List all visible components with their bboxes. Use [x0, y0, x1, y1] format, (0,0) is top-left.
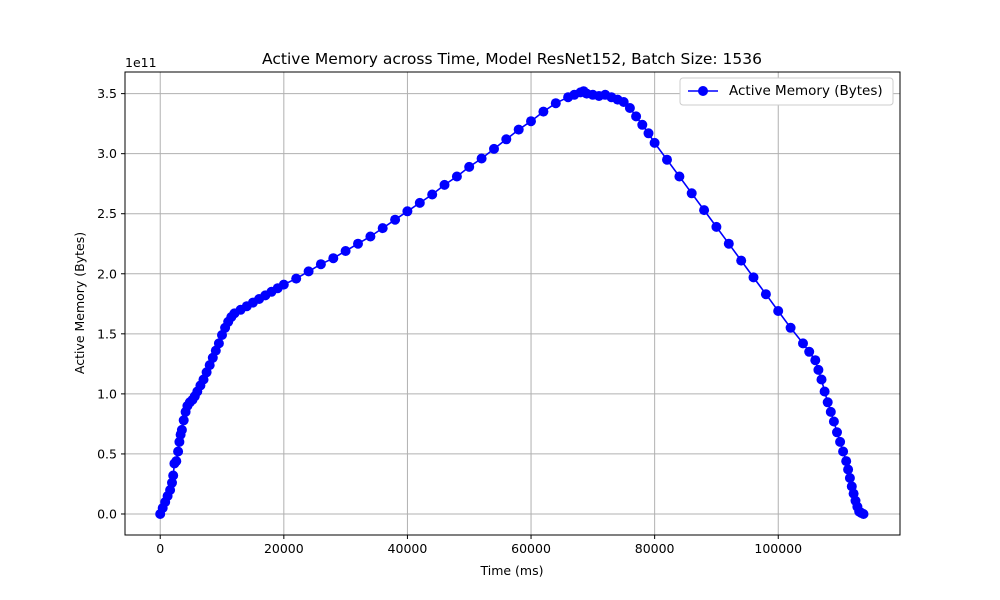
data-point — [173, 446, 184, 457]
data-point — [538, 106, 549, 117]
data-point — [377, 223, 388, 234]
data-point — [773, 306, 784, 316]
data-point — [736, 255, 747, 266]
data-point — [798, 338, 808, 349]
data-point — [822, 397, 833, 408]
x-tick-label: 40000 — [388, 541, 428, 556]
data-point — [723, 238, 734, 249]
x-tick-label: 60000 — [511, 541, 551, 556]
data-point — [816, 374, 827, 385]
y-tick-label: 0.0 — [97, 506, 117, 521]
data-point — [501, 134, 512, 145]
data-point — [699, 205, 710, 216]
data-point — [748, 272, 759, 283]
plot-frame — [124, 71, 901, 536]
data-point — [832, 427, 842, 438]
data-point — [390, 214, 401, 225]
data-point — [643, 128, 654, 139]
chart-title: Active Memory across Time, Model ResNet1… — [262, 50, 762, 68]
data-point — [838, 446, 849, 457]
data-point — [353, 238, 363, 249]
data-point — [213, 338, 224, 349]
data-point — [464, 161, 475, 172]
data-point — [835, 436, 846, 447]
data-point — [278, 279, 289, 290]
data-point — [178, 415, 189, 426]
data-point — [176, 424, 187, 435]
x-tick-label: 80000 — [635, 541, 675, 556]
data-point — [686, 188, 697, 199]
data-point — [844, 473, 855, 483]
data-point — [810, 355, 821, 366]
x-axis-label: Time (ms) — [479, 563, 543, 578]
series-layer — [155, 86, 869, 519]
data-point — [841, 456, 852, 467]
data-point — [365, 231, 376, 242]
x-tick-label: 0 — [156, 541, 164, 556]
x-tick-label: 20000 — [264, 541, 304, 556]
y-axis: 0.0 0.5 1.0 1.5 2.0 2.5 3.0 3.5 — [97, 86, 125, 521]
data-point — [550, 98, 561, 109]
x-tick-label: 100000 — [754, 541, 802, 556]
data-point — [631, 111, 642, 122]
data-point — [843, 464, 854, 475]
y-tick-label: 1.5 — [97, 326, 117, 341]
legend-box — [679, 77, 894, 106]
y-tick-label: 1.0 — [97, 386, 117, 401]
data-point — [760, 289, 771, 300]
data-point — [476, 153, 487, 164]
data-point — [439, 179, 450, 190]
data-point — [451, 171, 462, 182]
data-point — [828, 416, 839, 427]
legend-marker-sample — [698, 86, 708, 96]
data-point — [328, 253, 339, 264]
y-tick-label: 3.0 — [97, 146, 117, 161]
y-axis-label: Active Memory (Bytes) — [72, 232, 87, 374]
data-point — [649, 137, 660, 148]
data-point — [813, 364, 824, 375]
data-point — [526, 116, 536, 127]
data-point — [618, 97, 629, 107]
y-tick-label: 0.5 — [97, 446, 117, 461]
data-point — [291, 273, 302, 284]
data-point — [804, 346, 815, 357]
y-axis-offset-label: 1e11 — [125, 55, 157, 70]
legend-label: Active Memory (Bytes) — [729, 83, 883, 99]
data-point — [785, 322, 796, 333]
data-point — [513, 124, 524, 135]
data-point — [303, 266, 314, 277]
y-tick-label: 2.0 — [97, 266, 117, 281]
y-tick-label: 2.5 — [97, 206, 117, 221]
x-axis: 0 20000 40000 60000 80000 100000 — [156, 535, 802, 556]
data-point — [489, 143, 499, 154]
data-point — [819, 386, 830, 397]
data-point — [825, 406, 836, 417]
grid — [125, 72, 900, 535]
data-point — [858, 509, 869, 519]
data-point — [674, 171, 685, 182]
data-point — [637, 119, 648, 130]
data-point — [427, 189, 438, 200]
data-point — [315, 259, 326, 270]
data-point — [662, 154, 672, 165]
legend: Active Memory (Bytes) — [679, 77, 894, 106]
y-tick-label: 3.5 — [97, 86, 117, 101]
data-point — [711, 221, 722, 232]
data-point — [168, 470, 179, 481]
data-point — [340, 246, 351, 256]
data-point — [624, 103, 635, 113]
data-point — [414, 197, 425, 208]
data-point — [402, 206, 413, 217]
data-point — [171, 456, 182, 467]
